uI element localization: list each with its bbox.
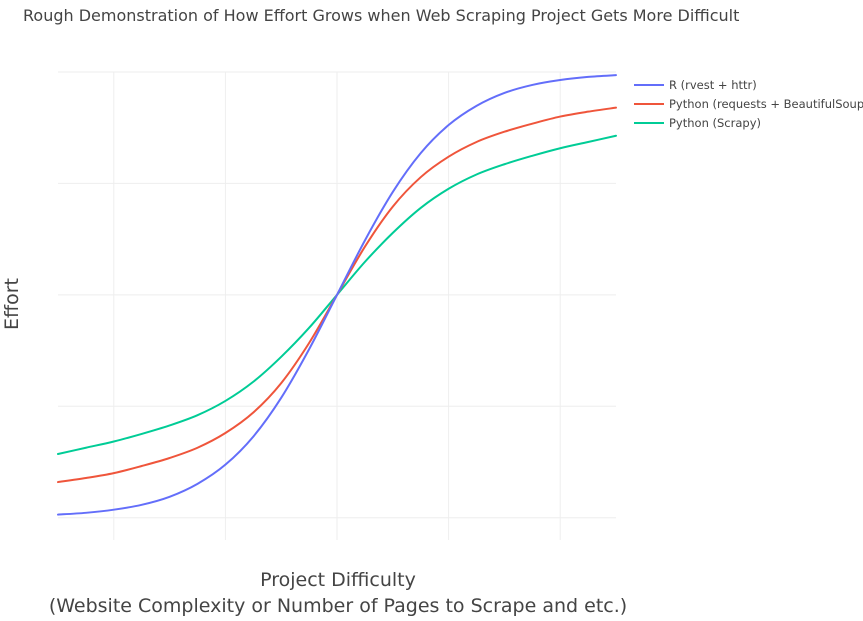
x-axis-title-line2: (Website Complexity or Number of Pages t… (49, 595, 627, 617)
legend-item-python-requests-beautifulsoup[interactable]: Python (requests + BeautifulSoup) (634, 97, 863, 111)
legend-label-python-scrapy: Python (Scrapy) (669, 116, 761, 130)
legend-item-python-scrapy[interactable]: Python (Scrapy) (634, 116, 761, 130)
x-axis-title-line1: Project Difficulty (260, 569, 416, 591)
plot-area (57, 74, 617, 516)
chart-title: Rough Demonstration of How Effort Grows … (23, 6, 739, 25)
legend-label-python-requests-beautifulsoup: Python (requests + BeautifulSoup) (669, 97, 863, 111)
legend: R (rvest + httr) Python (requests + Beau… (634, 78, 863, 130)
gridlines (58, 71, 616, 540)
y-axis-title: Effort (1, 278, 23, 330)
legend-item-r-rvest-httr[interactable]: R (rvest + httr) (634, 78, 757, 92)
legend-label-r-rvest-httr: R (rvest + httr) (669, 78, 757, 92)
series-line-r-rvest-httr[interactable] (57, 74, 617, 516)
